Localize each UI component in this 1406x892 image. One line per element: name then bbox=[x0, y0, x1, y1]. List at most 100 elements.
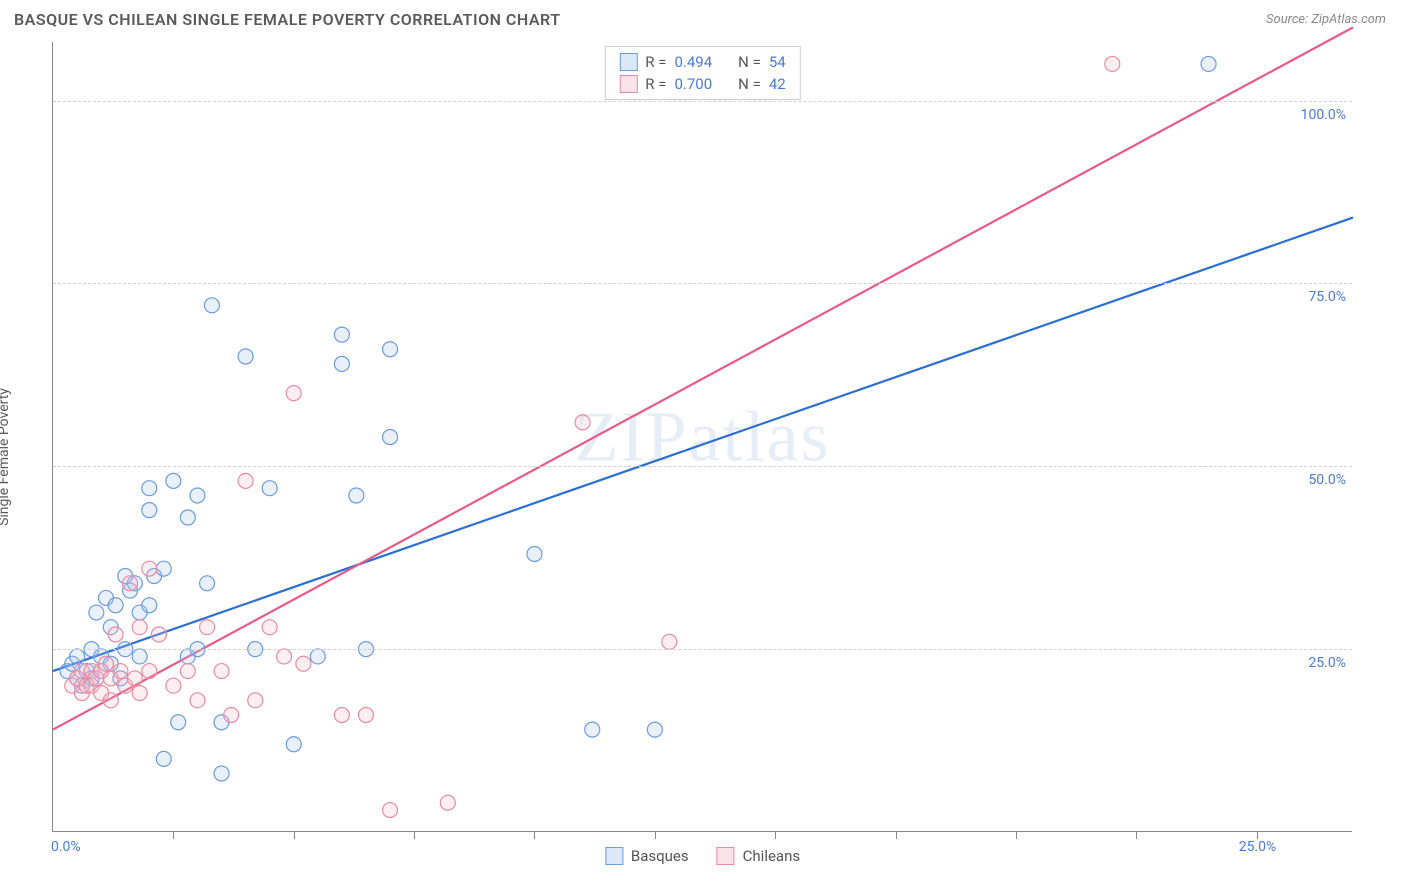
x-tick bbox=[414, 831, 415, 839]
data-point bbox=[248, 693, 263, 708]
data-point bbox=[142, 664, 157, 679]
data-point bbox=[214, 664, 229, 679]
legend-correlation: R = 0.494N = 54R = 0.700N = 42 bbox=[604, 46, 800, 100]
legend-row: R = 0.700N = 42 bbox=[619, 73, 785, 95]
y-tick-label: 100.0% bbox=[1301, 107, 1346, 123]
data-point bbox=[200, 620, 215, 635]
legend-series: Basques Chileans bbox=[605, 847, 800, 865]
legend-n-prefix: N = bbox=[738, 53, 761, 71]
data-point bbox=[1105, 56, 1120, 71]
legend-swatch-icon bbox=[605, 847, 623, 865]
x-tick bbox=[294, 831, 295, 839]
y-tick-label: 25.0% bbox=[1308, 655, 1346, 671]
legend-swatch-icon bbox=[619, 75, 637, 93]
legend-series-item: Basques bbox=[605, 847, 689, 865]
y-axis-label: Single Female Poverty bbox=[0, 388, 12, 526]
data-point bbox=[123, 576, 138, 591]
data-point bbox=[527, 547, 542, 562]
data-point bbox=[277, 649, 292, 664]
data-point bbox=[662, 634, 677, 649]
data-point bbox=[142, 481, 157, 496]
data-point bbox=[383, 430, 398, 445]
data-point bbox=[108, 627, 123, 642]
x-axis-min-label: 0.0% bbox=[51, 839, 81, 855]
data-point bbox=[224, 707, 239, 722]
data-point bbox=[132, 686, 147, 701]
chart-container: Single Female Poverty ZIPatlas R = 0.494… bbox=[14, 42, 1392, 872]
trend-line bbox=[53, 218, 1353, 672]
x-tick bbox=[173, 831, 174, 839]
data-point bbox=[349, 488, 364, 503]
data-point bbox=[440, 795, 455, 810]
data-point bbox=[238, 473, 253, 488]
data-point bbox=[204, 298, 219, 313]
data-point bbox=[262, 620, 277, 635]
chart-svg bbox=[53, 42, 1352, 831]
x-tick bbox=[1136, 831, 1137, 839]
trend-line bbox=[53, 27, 1353, 729]
data-point bbox=[296, 656, 311, 671]
gridline bbox=[53, 283, 1352, 284]
data-point bbox=[132, 649, 147, 664]
data-point bbox=[113, 664, 128, 679]
data-point bbox=[166, 678, 181, 693]
legend-row: R = 0.494N = 54 bbox=[619, 51, 785, 73]
data-point bbox=[70, 649, 85, 664]
data-point bbox=[334, 356, 349, 371]
data-point bbox=[156, 561, 171, 576]
data-point bbox=[142, 503, 157, 518]
legend-r-prefix: R = bbox=[645, 75, 666, 93]
data-point bbox=[89, 605, 104, 620]
data-point bbox=[334, 707, 349, 722]
legend-n-value: 42 bbox=[769, 75, 786, 93]
y-tick-label: 50.0% bbox=[1308, 472, 1346, 488]
x-tick bbox=[655, 831, 656, 839]
data-point bbox=[151, 627, 166, 642]
source-label: Source: ZipAtlas.com bbox=[1266, 12, 1386, 27]
data-point bbox=[334, 327, 349, 342]
data-point bbox=[180, 664, 195, 679]
data-point bbox=[180, 510, 195, 525]
data-point bbox=[190, 693, 205, 708]
x-tick bbox=[775, 831, 776, 839]
legend-swatch-icon bbox=[717, 847, 735, 865]
gridline bbox=[53, 466, 1352, 467]
legend-series-label: Basques bbox=[631, 847, 689, 865]
legend-series-label: Chileans bbox=[743, 847, 800, 865]
data-point bbox=[647, 722, 662, 737]
data-point bbox=[108, 598, 123, 613]
legend-r-prefix: R = bbox=[645, 53, 666, 71]
x-tick bbox=[1016, 831, 1017, 839]
data-point bbox=[98, 656, 113, 671]
legend-r-value: 0.494 bbox=[674, 53, 712, 71]
chart-header: BASQUE VS CHILEAN SINGLE FEMALE POVERTY … bbox=[0, 0, 1406, 29]
data-point bbox=[142, 598, 157, 613]
x-tick bbox=[896, 831, 897, 839]
data-point bbox=[310, 649, 325, 664]
x-axis-max-label: 25.0% bbox=[1239, 839, 1277, 855]
data-point bbox=[286, 386, 301, 401]
data-point bbox=[171, 715, 186, 730]
data-point bbox=[1201, 56, 1216, 71]
data-point bbox=[585, 722, 600, 737]
data-point bbox=[190, 488, 205, 503]
data-point bbox=[156, 751, 171, 766]
legend-series-item: Chileans bbox=[717, 847, 800, 865]
data-point bbox=[132, 620, 147, 635]
data-point bbox=[127, 671, 142, 686]
x-tick bbox=[1257, 831, 1258, 839]
data-point bbox=[262, 481, 277, 496]
y-tick-label: 75.0% bbox=[1308, 289, 1346, 305]
data-point bbox=[166, 473, 181, 488]
data-point bbox=[383, 342, 398, 357]
data-point bbox=[142, 561, 157, 576]
legend-n-prefix: N = bbox=[738, 75, 761, 93]
data-point bbox=[238, 349, 253, 364]
data-point bbox=[358, 707, 373, 722]
data-point bbox=[286, 737, 301, 752]
gridline bbox=[53, 101, 1352, 102]
data-point bbox=[575, 415, 590, 430]
x-tick bbox=[534, 831, 535, 839]
data-point bbox=[103, 693, 118, 708]
plot-area: ZIPatlas R = 0.494N = 54R = 0.700N = 42 … bbox=[52, 42, 1352, 832]
